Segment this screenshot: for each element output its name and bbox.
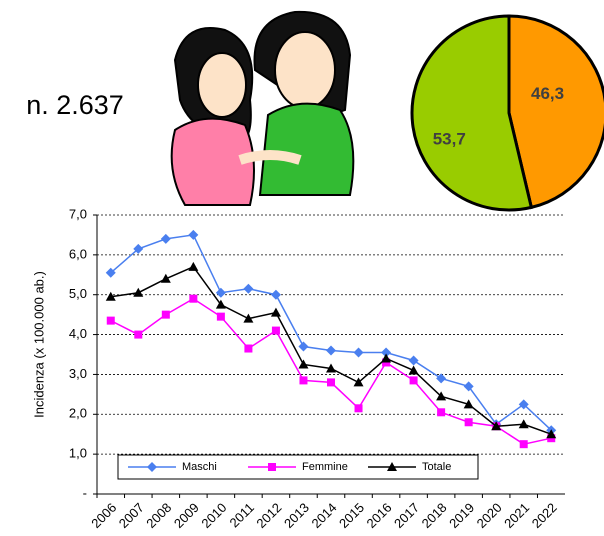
marker [409,376,418,385]
marker [243,283,254,294]
marker [353,347,364,358]
marker [270,307,281,317]
series-line [110,234,552,431]
x-tick-label: 2012 [253,500,284,531]
marker [189,294,198,303]
marker [546,429,557,439]
marker [105,291,116,301]
pie-slice [507,14,604,210]
y-tick-label: 7,0 [69,206,87,221]
marker [408,355,419,366]
marker [381,353,392,363]
marker [188,229,199,240]
marker [436,373,447,384]
marker [243,313,254,323]
marker [268,463,276,471]
marker [161,310,170,319]
marker [160,273,171,283]
marker [133,243,144,254]
legend [117,454,479,480]
marker [327,378,335,387]
pie-slice [410,14,534,212]
data-label: 53,7 [433,129,466,148]
marker [354,404,363,413]
legend-label: Maschi [182,461,217,473]
x-tick-label: 2013 [281,500,312,531]
x-tick-label: 2011 [227,500,257,530]
marker [381,347,392,358]
marker [353,377,364,387]
marker [105,267,116,278]
marker [463,399,474,409]
data-label: 46,3 [531,84,564,103]
x-tick-label: 2017 [391,500,422,531]
marker [298,341,309,352]
marker [436,391,447,401]
x-tick-label: 2010 [198,500,229,531]
marker [188,261,199,271]
marker [160,233,171,244]
x-tick-label: 2019 [446,500,477,531]
annotation: n. 2.637 [26,90,124,120]
marker [491,421,502,431]
marker [518,399,529,410]
y-tick-label: 2,0 [69,406,87,421]
marker [271,326,280,335]
x-tick-label: 2021 [501,500,532,531]
marker [134,330,143,339]
legend-label: Femmine [302,461,348,473]
y-tick-label: - [83,485,87,500]
marker [215,287,226,298]
y-tick-label: 4,0 [69,326,87,341]
marker [326,345,336,356]
marker [106,316,115,325]
x-tick-label: 2018 [419,500,450,531]
marker [519,440,528,449]
marker [133,287,144,297]
marker [299,376,308,385]
x-tick-label: 2015 [336,500,367,531]
marker [215,299,226,309]
marker [463,381,474,392]
y-tick-label: 3,0 [69,366,87,381]
marker [387,462,397,471]
marker [518,419,529,429]
x-tick-label: 2022 [529,500,560,531]
marker [244,344,253,353]
x-tick-label: 2006 [88,500,119,531]
y-axis-label: Incidenza (x 100.000 ab.) [31,271,46,418]
x-tick-label: 2009 [171,500,202,531]
illustration [170,10,355,206]
marker [437,408,446,417]
x-tick-label: 2020 [474,500,505,531]
y-tick-label: 1,0 [69,446,87,461]
marker [298,359,309,369]
marker [216,312,225,321]
marker [270,289,281,300]
x-tick-label: 2016 [364,500,395,531]
x-tick-label: 2008 [143,500,174,531]
marker [326,363,336,373]
x-tick-label: 2007 [116,500,147,531]
x-tick-label: 2014 [308,500,339,531]
marker [464,418,473,427]
legend-label: Totale [422,461,451,473]
y-tick-label: 5,0 [69,286,87,301]
marker [408,365,419,375]
marker [147,462,157,472]
y-tick-label: 6,0 [69,246,87,261]
